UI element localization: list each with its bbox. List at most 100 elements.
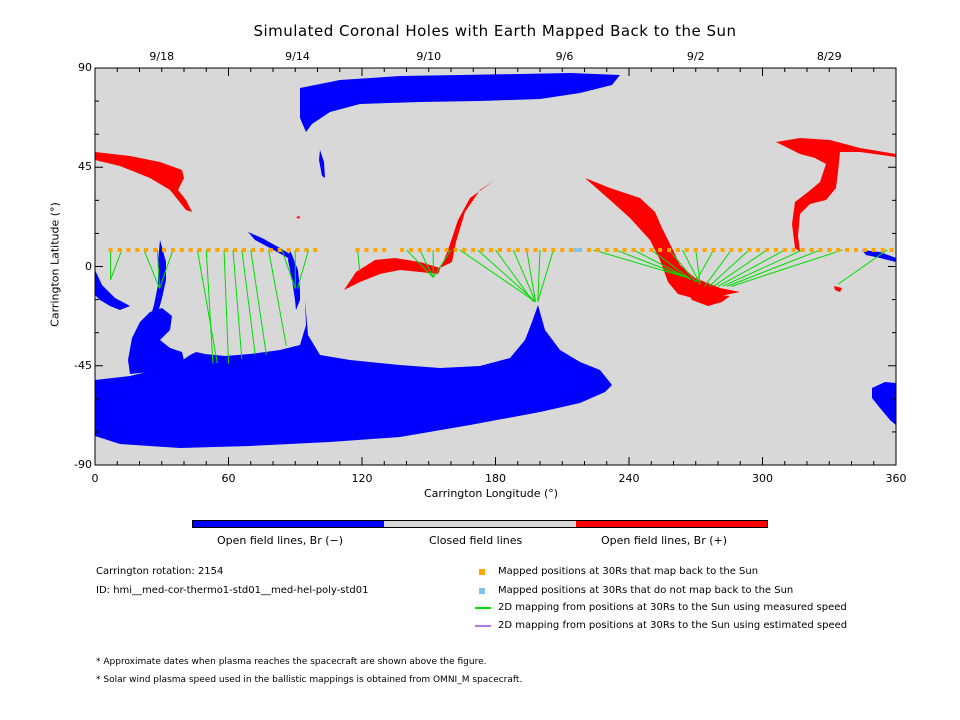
mapped-point-37 (480, 247, 485, 252)
field-line-26 (537, 249, 554, 302)
field-line-24 (526, 249, 537, 302)
mapped-point-0 (108, 247, 113, 252)
mapped-point-57 (667, 247, 672, 252)
mapped-point-71 (791, 247, 796, 252)
mapped-point-30 (417, 247, 422, 252)
mapped-point-45 (551, 247, 556, 252)
field-line-23 (512, 249, 537, 302)
field-line-group (110, 249, 888, 364)
mapped-point-66 (747, 247, 752, 252)
mapped-point-35 (462, 247, 467, 252)
footnote-speed: * Solar wind plasma speed used in the ba… (96, 675, 523, 685)
field-line-10 (250, 249, 267, 355)
mapped-point-34 (453, 247, 458, 252)
mapped-point-65 (738, 247, 743, 252)
field-line-16 (406, 249, 434, 278)
legend-not-mapped-label: Mapped positions at 30Rs that do not map… (498, 585, 794, 596)
mid-hole-arm (248, 232, 293, 258)
mapped-point-3 (135, 247, 140, 252)
mapped-point-76 (836, 247, 841, 252)
field-line-11 (268, 249, 287, 346)
mapped-point-9 (188, 247, 193, 252)
field-line-12 (281, 249, 296, 289)
field-line-41 (731, 249, 843, 287)
north-east-positive-hole (776, 138, 896, 252)
y-tick-label: 45 (78, 160, 92, 174)
mapped-point-69 (773, 247, 778, 252)
date-label: 9/2 (686, 50, 705, 63)
mapped-point-16 (250, 247, 255, 252)
x-tick-label: 240 (618, 472, 640, 485)
field-line-20 (459, 249, 536, 303)
field-line-19 (432, 249, 452, 278)
mapped-point-13 (224, 247, 229, 252)
mapped-point-20 (286, 247, 291, 252)
mapped-point-31 (426, 247, 431, 252)
mapped-point-73 (809, 247, 814, 252)
field-line-36 (708, 249, 750, 287)
mapped-point-68 (764, 247, 769, 252)
legend-mapped-marker (479, 569, 485, 575)
mapped-point-6 (161, 247, 166, 252)
field-line-9 (241, 249, 256, 355)
mapped-point-4 (144, 247, 149, 252)
field-line-35 (704, 249, 732, 287)
mapped-point-47 (569, 247, 574, 252)
mapped-point-24 (355, 247, 360, 252)
mapped-point-49 (595, 247, 600, 252)
mapped-point-67 (756, 247, 761, 252)
small-positive-spot (834, 286, 842, 292)
mapped-point-43 (533, 247, 538, 252)
field-line-29 (633, 249, 692, 281)
carrington-rotation: Carrington rotation: 2154 (96, 566, 224, 577)
field-line-42 (837, 249, 888, 285)
colorbar-closed-label: Closed field lines (429, 534, 523, 547)
date-label: 9/18 (149, 50, 175, 63)
mapped-point-63 (720, 247, 725, 252)
y-tick-label: 0 (85, 259, 92, 273)
chart-title: Simulated Coronal Holes with Earth Mappe… (253, 22, 737, 40)
field-line-3 (156, 249, 161, 289)
field-line-38 (717, 249, 785, 287)
mapped-point-60 (693, 247, 698, 252)
not-mapped-point-1 (578, 247, 583, 252)
mapped-point-36 (471, 247, 476, 252)
date-label: 8/29 (816, 50, 842, 63)
field-line-22 (495, 249, 534, 303)
mapped-point-80 (871, 247, 876, 252)
x-tick-label: 60 (221, 472, 236, 485)
mapped-point-46 (560, 247, 565, 252)
mapped-point-40 (506, 247, 511, 252)
west-edge-hole (95, 270, 130, 310)
colorbar-negative (192, 520, 384, 528)
mapped-point-17 (259, 247, 264, 252)
mapped-point-23 (313, 247, 318, 252)
field-line-15 (357, 249, 361, 271)
mapped-point-10 (197, 247, 202, 252)
mapped-point-55 (649, 247, 654, 252)
mapped-point-77 (845, 247, 850, 252)
legend-estimated-label: 2D mapping from positions at 30Rs to the… (498, 620, 848, 631)
mapped-point-32 (435, 247, 440, 252)
x-tick-label: 300 (752, 472, 773, 485)
mapped-point-54 (640, 247, 645, 252)
north-polar-hole (300, 73, 620, 132)
mapped-point-27 (382, 247, 387, 252)
mapped-point-64 (729, 247, 734, 252)
mapped-point-50 (604, 247, 609, 252)
field-line-4 (159, 249, 174, 289)
field-line-37 (713, 249, 768, 287)
mapped-point-58 (675, 247, 680, 252)
tiny-positive-spot (296, 216, 300, 219)
mapped-point-48 (586, 247, 591, 252)
x-tick-label: 0 (91, 472, 99, 485)
y-tick-label: -45 (74, 358, 92, 372)
x-tick-label: 120 (351, 472, 373, 485)
mapped-point-52 (622, 247, 627, 252)
mapped-point-15 (242, 247, 247, 252)
colorbar-positive (576, 520, 768, 528)
mapped-point-2 (126, 247, 131, 252)
legend-estimated-line (475, 625, 491, 627)
mapped-point-74 (818, 247, 823, 252)
